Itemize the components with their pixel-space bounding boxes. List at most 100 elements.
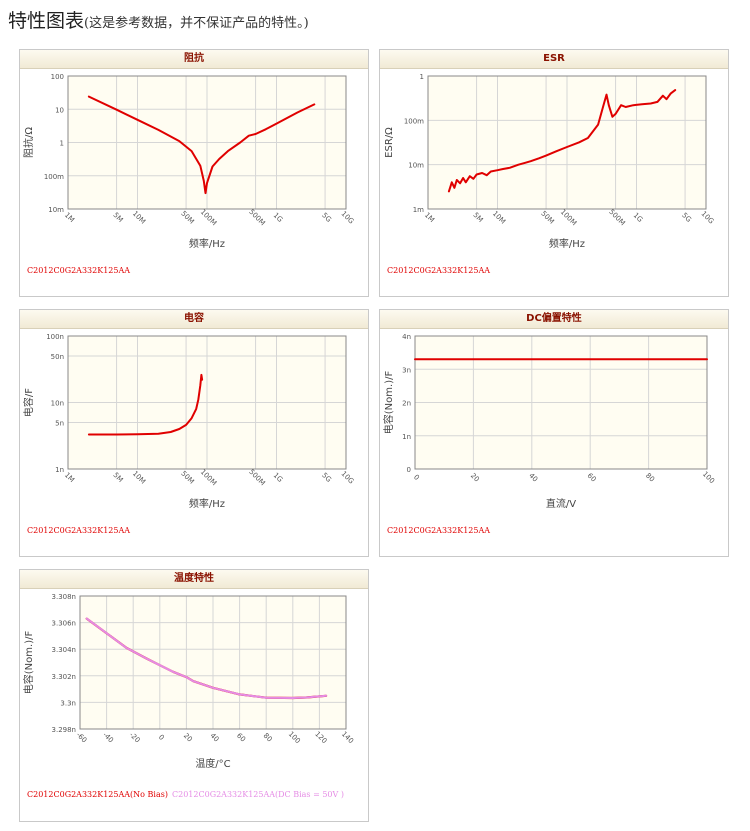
x-tick-label: 10G (340, 210, 356, 226)
x-tick-label: 1G (272, 211, 285, 224)
y-tick-label: 10m (408, 162, 424, 170)
x-tick-label: 1M (423, 211, 436, 224)
chart-svg: 1n 5n 10n 50n 100n 1M 5M 10M 50M 100M 500M 1G 5G 10G 频… (22, 333, 355, 510)
legend-entry: C2012C0G2A332K125AA(No Bias) (27, 790, 168, 799)
y-tick-label: 4n (402, 333, 411, 341)
x-tick-label: 100M (199, 208, 218, 227)
esr-chart-panel: ESR 1m 10m 100m 1 1M 5M 10M 50M 100M 500M 1G 5G 10G 频… (379, 49, 729, 297)
chart-svg: 10m 100m 1 10 100 1M 5M 10M 50M 100M 500M 1G 5G 10G 频率… (22, 73, 356, 250)
x-tick-label: 500M (247, 208, 266, 227)
x-tick-label: 1M (63, 471, 76, 484)
y-tick-label: 3.298n (52, 726, 76, 734)
y-tick-label: 3.3n (60, 699, 76, 707)
y-axis-label: ESR/Ω (384, 127, 395, 158)
capacitance-chart-panel: 电容 1n 5n 10n 50n 100n 1M 5M 10M 50M 100M 500M 1G 5G 1… (19, 309, 369, 557)
y-tick-label: 1n (402, 433, 411, 441)
y-axis-label: 电容/F (22, 388, 35, 417)
x-tick-label: 10G (700, 210, 716, 226)
y-tick-label: 50n (51, 353, 64, 361)
y-tick-label: 5n (55, 420, 64, 428)
x-tick-label: 500M (247, 468, 266, 487)
series-line (87, 373, 204, 436)
x-axis-label: 频率/Hz (549, 237, 585, 250)
x-tick-label: 50M (539, 209, 555, 225)
series-line (87, 95, 316, 195)
legend-entry: C2012C0G2A332K125AA (27, 266, 131, 275)
y-tick-label: 10 (55, 106, 64, 114)
page-title: 特性图表 (8, 10, 85, 32)
x-tick-label: 10M (491, 209, 507, 225)
legend-entry: C2012C0G2A332K125AA (27, 526, 131, 535)
x-axis-label: 温度/°C (195, 757, 230, 770)
x-tick-label: 0 (157, 733, 166, 742)
x-tick-label: 100 (701, 470, 716, 485)
plot-frame (67, 335, 347, 470)
y-tick-label: 1n (55, 466, 64, 474)
x-tick-label: 1G (272, 471, 285, 484)
x-tick-label: 5G (680, 211, 693, 224)
x-axis-label: 频率/Hz (189, 237, 225, 250)
legend-entry: C2012C0G2A332K125AA(DC Bias = 50V ) (172, 790, 344, 799)
x-tick-label: 20 (182, 732, 194, 744)
chart-title: 电容 (20, 310, 368, 329)
x-tick-label: 1M (63, 211, 76, 224)
x-tick-label: 100 (287, 730, 302, 745)
y-axis-label: 电容(Nom.)/F (382, 371, 395, 435)
x-tick-label: 40 (208, 732, 220, 744)
x-tick-label: 60 (586, 472, 598, 484)
plot-frame (79, 595, 347, 730)
x-tick-label: 80 (644, 472, 656, 484)
x-tick-label: 0 (412, 473, 421, 482)
x-tick-label: 50M (179, 209, 195, 225)
temperature-chart-panel: 温度特性 3.298n 3.3n 3.302n 3.304n 3.306n 3.308n -… (19, 569, 369, 822)
series-line (447, 89, 677, 193)
legend-entry: C2012C0G2A332K125AA (387, 266, 491, 275)
chart-svg: 3.298n 3.3n 3.302n 3.304n 3.306n 3.308n -60 -40… (22, 593, 355, 770)
x-tick-label: 5M (111, 471, 124, 484)
x-tick-label: -40 (101, 731, 115, 745)
y-tick-label: 100 (51, 73, 64, 81)
x-tick-label: 5M (471, 211, 484, 224)
y-tick-label: 3n (402, 366, 411, 374)
chart-title: DC偏置特性 (380, 310, 728, 329)
y-tick-label: 1 (420, 73, 424, 81)
x-tick-label: 100M (559, 208, 578, 227)
chart-title: 阻抗 (20, 50, 368, 69)
x-tick-label: 80 (262, 732, 274, 744)
x-tick-label: 120 (313, 730, 328, 745)
x-axis-label: 直流/V (546, 497, 576, 510)
x-tick-label: 500M (607, 208, 626, 227)
x-tick-label: 5G (320, 211, 333, 224)
y-tick-label: 10m (48, 206, 64, 214)
y-tick-label: 3.306n (52, 620, 76, 628)
x-tick-label: 1G (632, 211, 645, 224)
y-tick-label: 100n (46, 333, 64, 341)
x-tick-label: 10M (131, 209, 147, 225)
x-tick-label: -60 (75, 731, 89, 745)
x-tick-label: 10M (131, 469, 147, 485)
y-tick-label: 2n (402, 400, 411, 408)
x-tick-label: 40 (527, 472, 539, 484)
chart-title: ESR (380, 50, 728, 69)
chart-svg: 0 1n 2n 3n 4n 0 20 40 60 80 100 直流/V 电容(Nom.)/F (382, 333, 716, 510)
x-tick-label: 100M (199, 468, 218, 487)
page-note: (这是参考数据，并不保证产品的特性。) (84, 16, 309, 31)
x-tick-label: 5M (111, 211, 124, 224)
legend-entry: C2012C0G2A332K125AA (387, 526, 491, 535)
x-tick-label: -20 (128, 731, 142, 745)
y-axis-label: 阻抗/Ω (22, 127, 35, 158)
x-axis-label: 频率/Hz (189, 497, 225, 510)
x-tick-label: 5G (320, 471, 333, 484)
y-tick-label: 10n (51, 400, 64, 408)
y-tick-label: 3.308n (52, 593, 76, 601)
y-tick-label: 100m (404, 117, 424, 125)
x-tick-label: 50M (179, 469, 195, 485)
x-tick-label: 60 (235, 732, 247, 744)
impedance-chart-panel: 阻抗 10m 100m 1 10 100 1M 5M 10M 50M 100M 500M 1G 5G 10… (19, 49, 369, 297)
y-tick-label: 0 (407, 466, 411, 474)
chart-title: 温度特性 (20, 570, 368, 589)
plot-frame (414, 335, 708, 470)
x-tick-label: 20 (469, 472, 481, 484)
y-tick-label: 3.304n (52, 646, 76, 654)
y-tick-label: 3.302n (52, 673, 76, 681)
